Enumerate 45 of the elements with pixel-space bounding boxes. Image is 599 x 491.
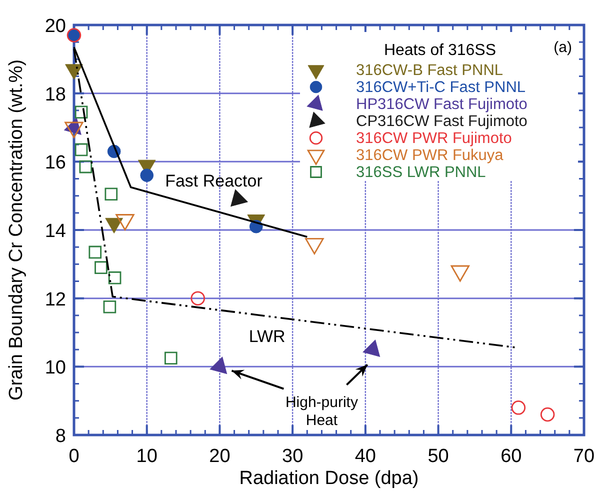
legend-label: 316CW PWR Fujimoto	[356, 130, 512, 147]
point	[511, 400, 526, 415]
annotation: (a)	[554, 39, 572, 56]
y-tick-label: 14	[44, 221, 66, 242]
point	[88, 246, 102, 259]
legend-label: CP316CW Fast Fujimoto	[356, 113, 528, 130]
y-tick-label: 12	[44, 289, 66, 310]
legend-label: HP316CW Fast Fujimoto	[356, 96, 528, 113]
point	[108, 271, 122, 284]
x-tick-label: 20	[209, 446, 230, 467]
x-tick-label: 10	[136, 446, 158, 467]
x-tick-label: 30	[282, 446, 304, 467]
x-tick-label: 70	[573, 446, 595, 467]
point	[140, 168, 154, 182]
point	[74, 106, 88, 119]
annotation: Fast Reactor	[165, 171, 263, 190]
point	[210, 356, 228, 374]
x-tick-label: 40	[354, 446, 376, 467]
legend-label: 316CW-B Fast PNNL	[356, 62, 504, 79]
point	[94, 261, 108, 274]
y-axis-title: Grain Boundary Cr Concentration (wt.%)	[6, 59, 27, 401]
legend-label: 316SS LWR PNNL	[356, 164, 486, 181]
y-tick-label: 8	[55, 426, 66, 447]
legend-label: 316CW PWR Fukuya	[356, 147, 504, 164]
point	[190, 291, 205, 306]
x-axis-title: Radiation Dose (dpa)	[239, 468, 419, 489]
point	[230, 189, 248, 207]
y-tick-label: 18	[44, 84, 66, 106]
point	[103, 300, 116, 314]
x-tick-label: 50	[428, 446, 449, 467]
annotation: High-purity Heat	[285, 394, 358, 429]
legend-label: 316CW+Ti-C Fast PNNL	[356, 79, 526, 96]
point	[104, 188, 118, 201]
y-tick-label: 16	[44, 152, 66, 174]
point	[74, 143, 88, 156]
x-tick-label: 0	[68, 446, 80, 467]
legend-title: Heats of 316SS	[384, 42, 496, 59]
y-tick-label: 20	[44, 16, 66, 37]
point	[164, 352, 178, 365]
point	[79, 160, 92, 174]
x-tick-label: 60	[500, 446, 522, 467]
y-tick-label: 10	[44, 358, 66, 379]
point	[540, 407, 555, 422]
point	[362, 340, 380, 357]
annotation: LWR	[248, 326, 286, 346]
